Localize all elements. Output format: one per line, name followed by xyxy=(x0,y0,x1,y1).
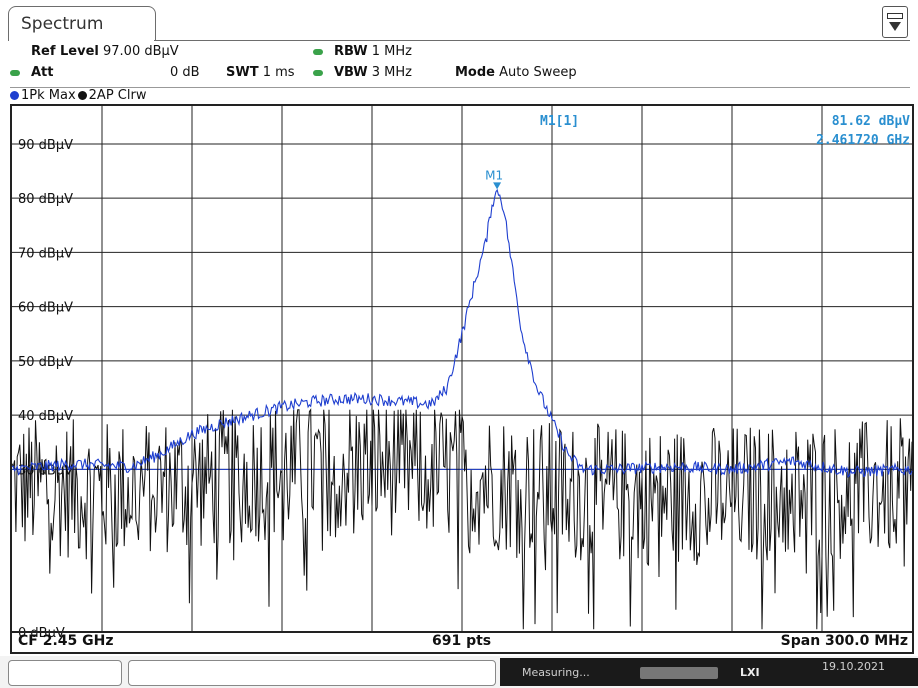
spectrum-plot-frame xyxy=(10,104,914,654)
ref-level-label: Ref Level xyxy=(31,44,99,59)
rbw-label: RBW xyxy=(334,44,368,59)
vbw-label: VBW xyxy=(334,65,368,80)
att-value: 0 dB xyxy=(170,65,200,80)
date-display: 19.10.2021 xyxy=(822,660,885,673)
trace-1-pk-max-line xyxy=(11,188,913,479)
swt-label: SWT xyxy=(226,65,259,80)
spectrum-tab[interactable]: Spectrum xyxy=(8,6,156,41)
y-tick-label: 0 dBµV xyxy=(18,626,65,641)
bottom-toolbar: Measuring... LXI 19.10.2021 xyxy=(0,656,918,688)
marker-m1-label: M1 xyxy=(485,168,503,182)
att-label: Att xyxy=(31,65,54,80)
softkey-left-button[interactable] xyxy=(8,660,122,686)
trace2-label[interactable]: 2AP Clrw xyxy=(88,88,147,103)
trace1-dot-icon xyxy=(10,91,19,100)
lxi-icon: LXI xyxy=(740,666,760,679)
vbw-setting[interactable]: VBW 3 MHz xyxy=(334,65,412,80)
att-coupled-indicator-icon xyxy=(10,70,20,76)
measuring-status: Measuring... xyxy=(522,666,590,679)
rbw-coupled-indicator-icon xyxy=(313,49,323,55)
y-tick-label: 50 dBµV xyxy=(18,355,73,370)
y-tick-label: 80 dBµV xyxy=(18,192,73,207)
vbw-value: 3 MHz xyxy=(371,65,412,80)
trace1-label[interactable]: 1Pk Max xyxy=(21,88,76,103)
marker-readout-frequency: 2.461720 GHz xyxy=(816,133,910,148)
marker-m1-triangle-icon xyxy=(493,182,502,190)
y-tick-label: 90 dBµV xyxy=(18,138,73,153)
spectrum-tab-label: Spectrum xyxy=(21,14,104,34)
mode-label: Mode xyxy=(455,65,495,80)
rbw-setting[interactable]: RBW 1 MHz xyxy=(334,44,412,59)
sweep-points: 691 pts xyxy=(432,633,492,649)
marker-readout-level: 81.62 dBµV xyxy=(832,114,910,129)
ref-level-value: 97.00 dBµV xyxy=(103,44,179,59)
center-frequency: CF 2.45 GHz xyxy=(18,633,114,649)
tab-divider xyxy=(154,40,910,41)
att-setting[interactable]: Att xyxy=(31,65,54,80)
trace-legend: 1Pk Max 2AP Clrw xyxy=(10,87,910,106)
y-tick-label: 40 dBµV xyxy=(18,409,73,424)
sweep-menu-icon[interactable] xyxy=(882,6,908,38)
progress-bar xyxy=(640,667,718,679)
marker-readout-label: M1[1] xyxy=(540,114,579,129)
status-strip: Measuring... LXI 19.10.2021 xyxy=(500,658,918,686)
span: Span 300.0 MHz xyxy=(780,633,908,649)
mode-value: Auto Sweep xyxy=(499,65,577,80)
trace-2-clrw-line xyxy=(11,408,913,630)
y-tick-label: 60 dBµV xyxy=(18,301,73,316)
rbw-value: 1 MHz xyxy=(371,44,412,59)
sweep-mode-setting[interactable]: Mode Auto Sweep xyxy=(455,65,577,80)
swt-setting[interactable]: SWT 1 ms xyxy=(226,65,295,80)
swt-value: 1 ms xyxy=(262,65,295,80)
status-message-field xyxy=(128,660,496,686)
vbw-coupled-indicator-icon xyxy=(313,70,323,76)
ref-level-setting[interactable]: Ref Level 97.00 dBµV xyxy=(31,44,179,59)
trace2-dot-icon xyxy=(77,91,87,100)
y-tick-label: 70 dBµV xyxy=(18,246,73,261)
